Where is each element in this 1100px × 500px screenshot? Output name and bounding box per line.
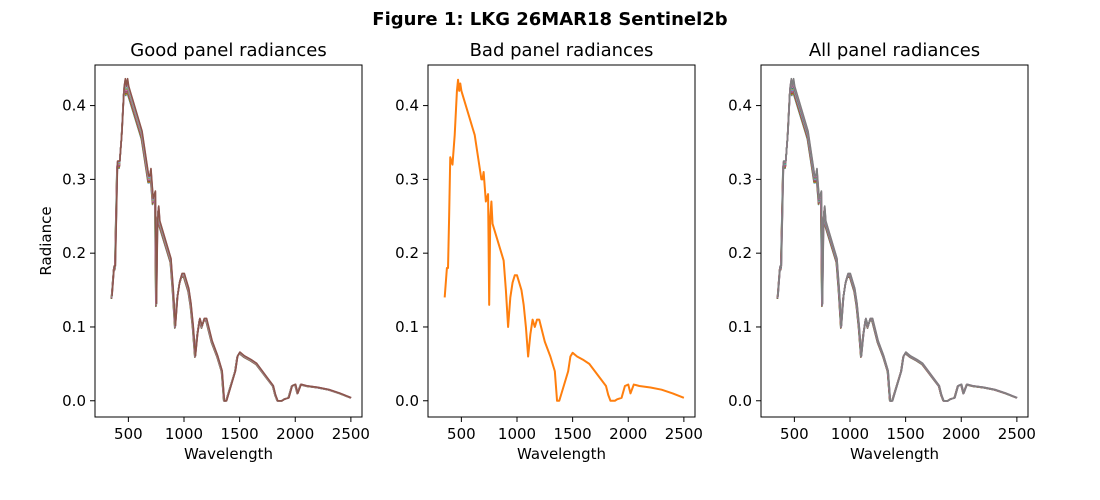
panel-title: Bad panel radiances (470, 40, 654, 61)
y-tick-label: 0.1 (62, 318, 86, 336)
series-line (776, 86, 1017, 402)
y-tick-label: 0.2 (395, 244, 419, 262)
x-tick-label: 500 (114, 425, 143, 443)
series-line (776, 83, 1018, 402)
panel-2: Bad panel radiances 500 1000 1500 2000 2500 0.… (395, 40, 703, 463)
y-tick-label: 0.4 (62, 97, 86, 115)
series-group (110, 77, 352, 402)
series-line (776, 85, 1017, 402)
series-line (776, 82, 1018, 402)
series-line (777, 77, 1018, 402)
y-tick-label: 0.4 (395, 97, 419, 115)
series-line (110, 85, 351, 402)
panel-3: All panel radiances 500 1000 1500 2000 2500 0.… (728, 40, 1036, 463)
series-group (443, 78, 685, 402)
series-line (110, 83, 352, 402)
x-tick-label: 1500 (887, 425, 925, 443)
plot-frame (94, 64, 363, 418)
panel-title: All panel radiances (809, 40, 980, 61)
x-axis-label: Wavelength (850, 445, 939, 463)
x-tick-label: 2000 (276, 425, 314, 443)
series-line (776, 85, 1018, 402)
x-tick-label: 2000 (942, 425, 980, 443)
y-tick-label: 0.0 (728, 392, 752, 410)
series-line (110, 82, 352, 402)
series-group (776, 77, 1018, 402)
series-line (777, 80, 1018, 402)
x-tick-label: 500 (780, 425, 809, 443)
plot-frame (760, 64, 1029, 418)
series-line (777, 81, 1018, 402)
x-tick-label: 2000 (609, 425, 647, 443)
y-tick-label: 0.3 (62, 170, 86, 188)
y-axis-label: Radiance (37, 206, 55, 275)
x-axis-label: Wavelength (517, 445, 606, 463)
series-line (110, 84, 352, 402)
x-tick-label: 500 (447, 425, 476, 443)
y-tick-label: 0.3 (728, 170, 752, 188)
series-line (111, 78, 352, 402)
x-tick-label: 2500 (998, 425, 1036, 443)
series-line (110, 81, 352, 402)
series-line (777, 79, 1018, 402)
series-line (776, 87, 1017, 402)
series-line (443, 78, 685, 402)
y-tick-label: 0.2 (62, 244, 86, 262)
x-tick-label: 1500 (221, 425, 259, 443)
series-line (110, 86, 351, 402)
x-tick-label: 2500 (332, 425, 370, 443)
panel-1: Good panel radiances 500 1000 1500 2000 2500 0… (37, 40, 370, 463)
x-tick-label: 1500 (554, 425, 592, 443)
series-line (776, 81, 1018, 402)
panel-title: Good panel radiances (130, 40, 326, 61)
x-tick-label: 1000 (165, 425, 203, 443)
series-line (111, 79, 352, 402)
x-tick-label: 1000 (498, 425, 536, 443)
x-tick-label: 2500 (665, 425, 703, 443)
y-tick-label: 0.1 (728, 318, 752, 336)
y-tick-label: 0.1 (395, 318, 419, 336)
x-tick-label: 1000 (831, 425, 869, 443)
x-axis-label: Wavelength (184, 445, 273, 463)
series-line (110, 87, 351, 402)
y-tick-label: 0.3 (395, 170, 419, 188)
y-tick-label: 0.0 (395, 392, 419, 410)
series-line (776, 84, 1018, 402)
y-tick-label: 0.0 (62, 392, 86, 410)
figure-title: Figure 1: LKG 26MAR18 Sentinel2b (372, 9, 728, 30)
plot-frame (427, 64, 696, 418)
series-line (111, 80, 352, 402)
y-tick-label: 0.2 (728, 244, 752, 262)
series-line (110, 83, 352, 402)
series-line (777, 78, 1018, 402)
y-tick-label: 0.4 (728, 97, 752, 115)
series-line (111, 77, 352, 402)
